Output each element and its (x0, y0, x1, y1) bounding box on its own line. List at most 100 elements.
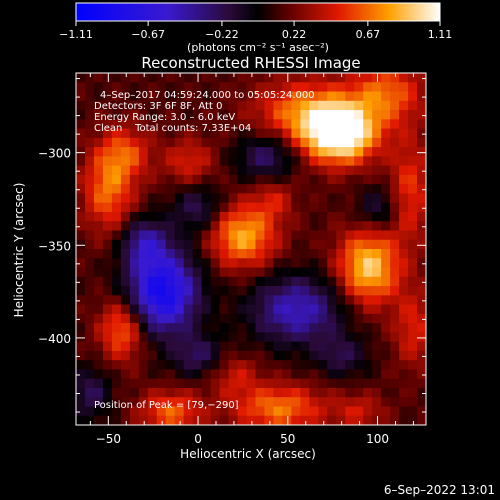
heatmap-cell (417, 397, 426, 408)
heatmap-cell (327, 137, 337, 148)
heatmap-cell (210, 295, 221, 306)
heatmap-cell (336, 406, 346, 417)
heatmap-cell (201, 156, 212, 167)
heatmap-cell (102, 110, 113, 120)
heatmap-cell (282, 91, 292, 102)
heatmap-cell (354, 73, 364, 83)
heatmap-cell (174, 304, 185, 315)
heatmap-cell (417, 193, 426, 204)
heatmap-cell (237, 286, 248, 296)
chart-title: Reconstructed RHESSI Image (141, 54, 360, 72)
heatmap-cell (300, 193, 310, 204)
heatmap-cell (390, 137, 400, 148)
heatmap-cell (309, 415, 319, 425)
heatmap-cell (381, 147, 391, 157)
heatmap-cell (210, 147, 221, 157)
heatmap-cell (219, 156, 230, 167)
heatmap-cell (309, 350, 319, 361)
heatmap-cell (309, 323, 319, 333)
heatmap-cell (138, 221, 149, 232)
heatmap-cell (219, 276, 230, 287)
heatmap-cell (309, 202, 319, 213)
heatmap-cell (390, 165, 400, 176)
heatmap-cell (76, 73, 86, 83)
heatmap-cell (291, 350, 301, 361)
heatmap-cell (327, 202, 337, 213)
heatmap-cell (372, 295, 382, 306)
heatmap-cell (120, 332, 131, 343)
heatmap-cell (363, 258, 373, 269)
heatmap-cell (345, 332, 355, 343)
heatmap-cell (138, 174, 149, 185)
y-tick-label: −350 (38, 239, 71, 253)
heatmap-cell (336, 184, 346, 195)
heatmap-cell (120, 239, 131, 250)
heatmap-cell (255, 304, 266, 315)
heatmap-cell (219, 323, 230, 333)
heatmap-cell (345, 147, 355, 157)
heatmap-cell (273, 239, 284, 250)
heatmap-cell (210, 332, 221, 343)
heatmap-cell (363, 174, 373, 185)
heatmap-cell (246, 286, 257, 296)
heatmap-cell (417, 286, 426, 296)
heatmap-cell (219, 202, 230, 213)
heatmap-cell (363, 147, 373, 157)
heatmap-cell (138, 267, 149, 278)
heatmap-cell (237, 397, 248, 408)
heatmap-cell (255, 276, 266, 287)
heatmap-cell (210, 415, 221, 425)
heatmap-cell (156, 406, 167, 417)
heatmap-cell (165, 286, 176, 296)
heatmap-cell (165, 174, 176, 185)
heatmap-cell (165, 267, 176, 278)
heatmap-cell (237, 406, 248, 417)
heatmap-cell (318, 350, 328, 361)
heatmap-cell (408, 193, 418, 204)
heatmap-cell (408, 128, 418, 139)
heatmap-cell (255, 313, 266, 324)
heatmap-cell (291, 147, 301, 157)
heatmap-cell (354, 276, 364, 287)
heatmap-cell (318, 221, 328, 232)
heatmap-cell (345, 415, 355, 425)
heatmap-cell (408, 221, 418, 232)
heatmap-cell (309, 211, 319, 222)
heatmap-cell (147, 378, 158, 389)
heatmap-cell (273, 378, 284, 389)
heatmap-cell (354, 91, 364, 102)
heatmap-cell (264, 230, 275, 241)
heatmap-cell (372, 165, 382, 176)
colorbar-tick-label: −0.67 (131, 28, 165, 41)
heatmap-cell (165, 249, 176, 259)
heatmap-cell (156, 193, 167, 204)
heatmap-cell (111, 249, 122, 259)
heatmap-cell (147, 406, 158, 417)
heatmap-cell (327, 221, 337, 232)
heatmap-cell (237, 230, 248, 241)
heatmap-cell (120, 82, 131, 93)
heatmap-cell (192, 211, 203, 222)
heatmap-cell (327, 211, 337, 222)
heatmap-cell (372, 387, 382, 398)
heatmap-cell (318, 184, 328, 195)
heatmap-cell (147, 91, 158, 102)
heatmap-cell (318, 174, 328, 185)
heatmap-cell (165, 415, 176, 425)
heatmap-cell (399, 295, 409, 306)
heatmap-cell (210, 193, 221, 204)
heatmap-cell (129, 193, 140, 204)
heatmap-cell (255, 100, 266, 111)
heatmap-cell (264, 165, 275, 176)
heatmap-cell (76, 295, 86, 306)
heatmap-cell (93, 202, 104, 213)
heatmap-cell (138, 313, 149, 324)
heatmap-cell (129, 267, 140, 278)
heatmap-cell (354, 415, 364, 425)
heatmap-cell (390, 202, 400, 213)
heatmap-cell (228, 267, 239, 278)
heatmap-cell (84, 341, 95, 352)
heatmap-cell (156, 137, 167, 148)
heatmap-cell (309, 165, 319, 176)
heatmap-cell (399, 332, 409, 343)
